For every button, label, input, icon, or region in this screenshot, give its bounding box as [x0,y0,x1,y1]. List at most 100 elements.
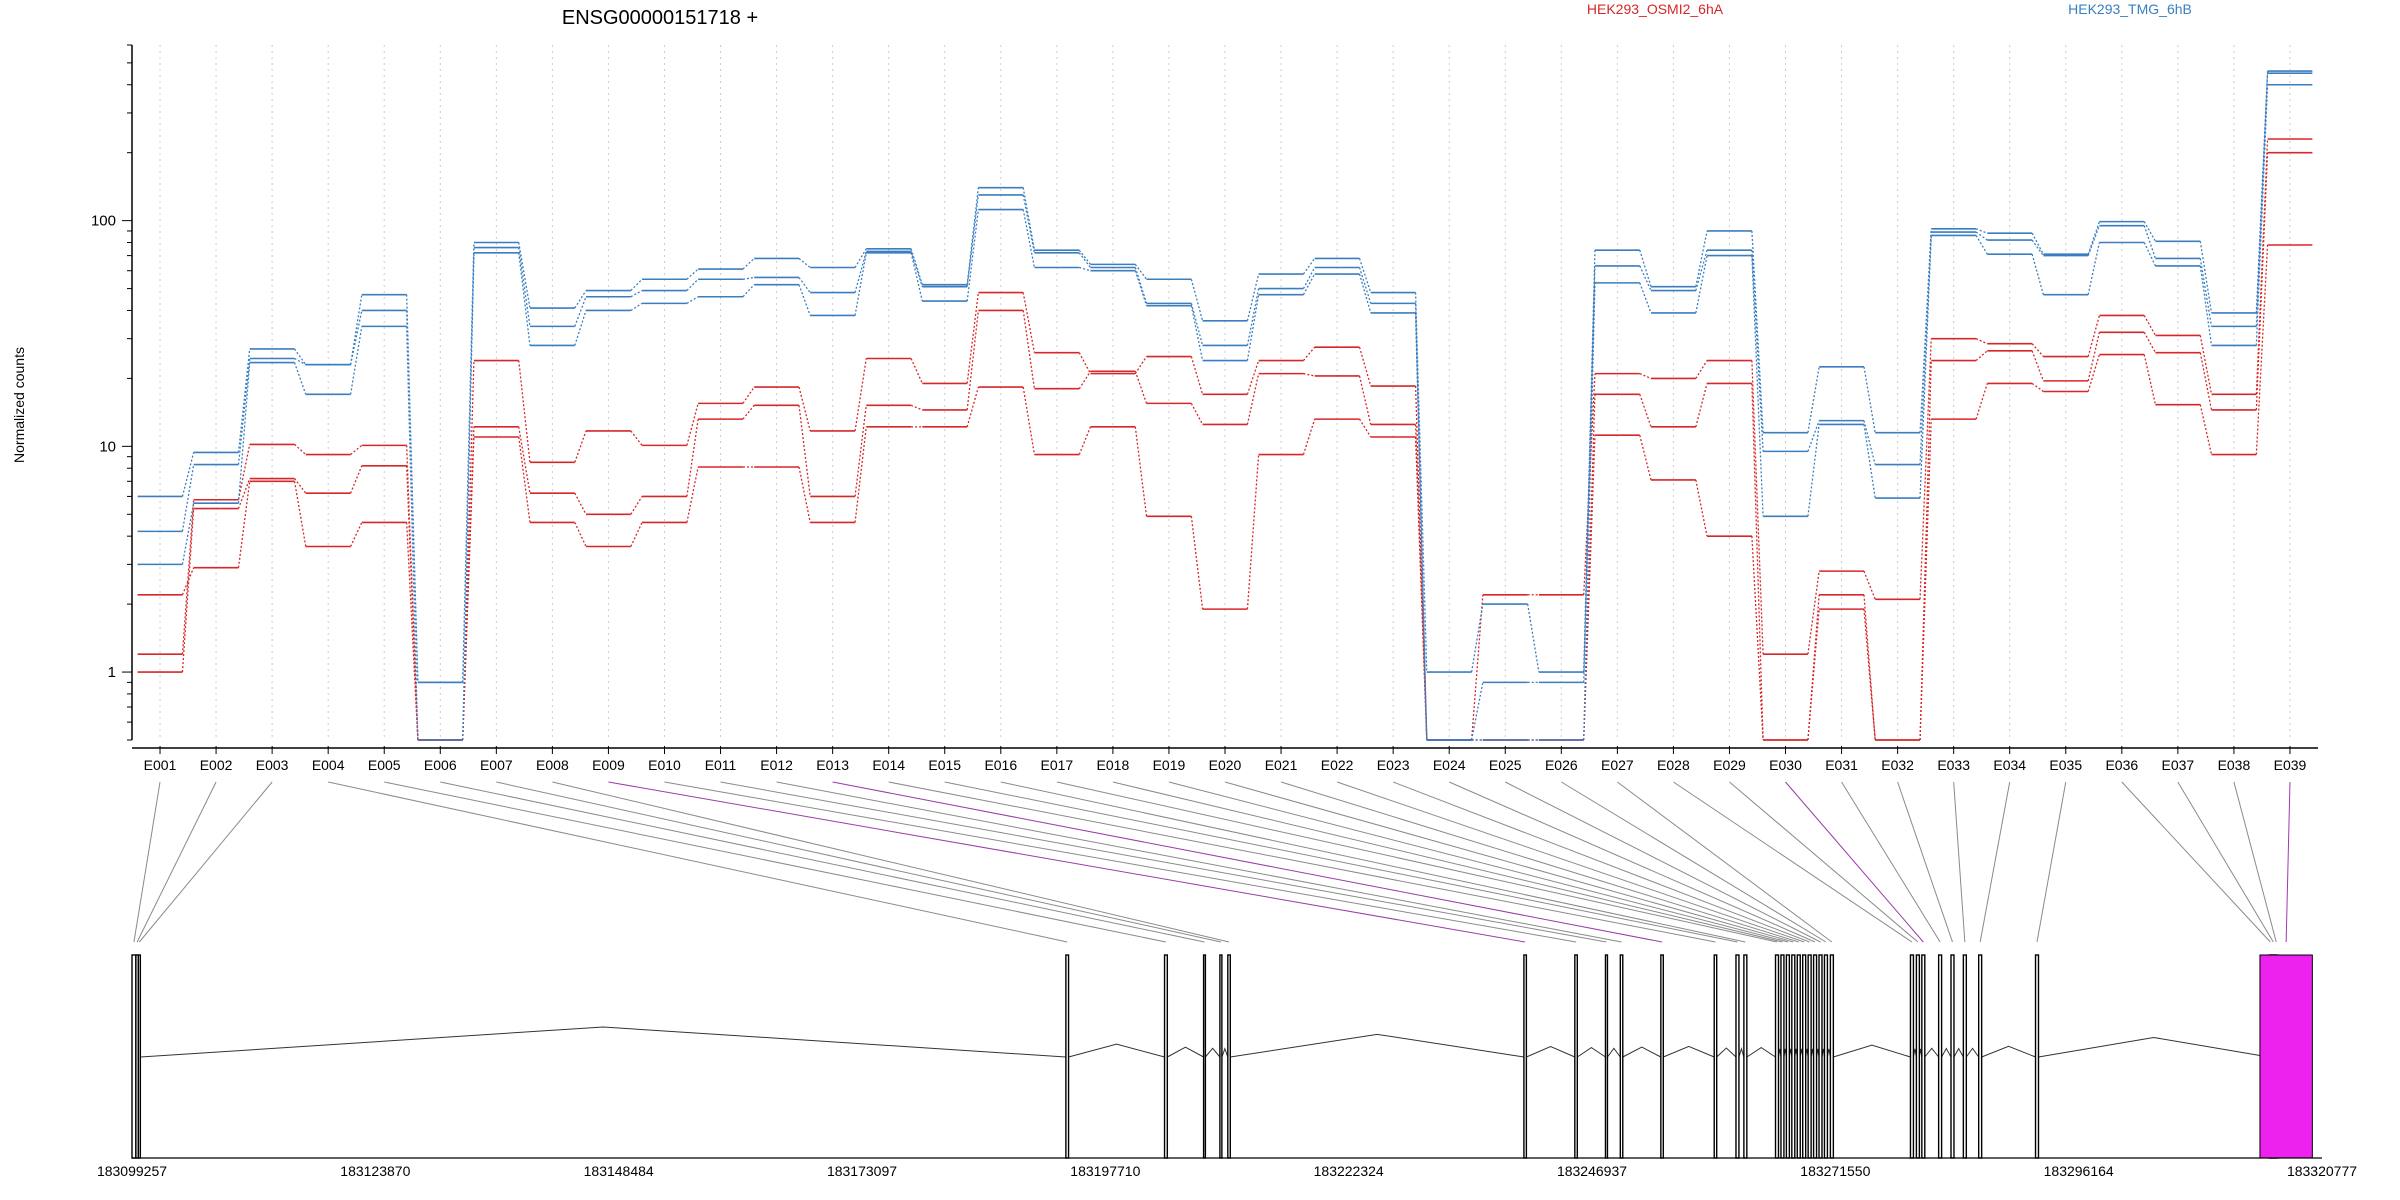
series-1-connector-e002 [237,478,251,509]
series-5-connector-e031 [1863,424,1876,499]
exon-label-e011: E011 [705,757,737,773]
series-5-connector-e013 [854,252,867,316]
series-3-connector-e020 [1246,273,1260,321]
intron-13 [1663,1045,1715,1058]
intron-9 [1526,1046,1576,1058]
link-line-e031 [1841,781,1941,943]
exon-tick-labels: E001 E002 E003 E004 E005 E006 E007 E008 E009 E010… [144,757,2307,773]
series-2-connector-e002 [237,481,251,568]
genome-tick-label-1: 183123870 [340,1163,410,1179]
exon-block-e005 [1163,954,1169,1159]
intron-5 [1167,1046,1204,1058]
exon-label-e003: E003 [256,757,289,773]
series-1-connector-e010 [686,419,699,497]
exon-block-e035 [2034,954,2040,1159]
series-5-connector-e016 [1022,209,1036,268]
exon-block-e009 [1523,954,1528,1159]
series-5-connector-e019 [1190,305,1204,361]
exon-block-e003 [137,954,142,1159]
series-3-connector-e007 [518,242,531,309]
series-2-connector-e015 [966,386,979,428]
series-1-connector-e036 [2143,332,2157,353]
exon-block-e026 [1823,954,1829,1159]
series-1-connector-e020 [1246,373,1260,425]
series-4-connector-e032 [1919,232,1932,465]
series-1-connector-e008 [574,492,587,515]
series-2-connector-e016 [1022,387,1036,455]
series-0-connector-e033 [1975,338,1988,345]
exon-block-e033 [1962,954,1968,1159]
series-1-connector-e019 [1190,403,1204,425]
series-3-connector-e001 [181,452,195,497]
series-2-connector-e017 [1078,426,1092,455]
exon-block-e013 [1660,954,1665,1159]
series-1-connector-e018 [1134,371,1148,404]
series-5-connector-e005 [406,326,419,741]
link-line-e001 [133,781,161,943]
exon-label-e020: E020 [1209,757,1242,773]
series-0-connector-e015 [966,292,980,384]
link-line-e013 [832,781,1663,943]
series-1-connector-e031 [1863,594,1876,741]
link-line-e038 [2233,781,2277,943]
series-lines [137,70,2313,741]
exon-block-e034 [1977,954,1983,1159]
intron-27 [1833,1044,1911,1058]
series-4-connector-e010 [686,278,699,292]
series-4-connector-e028 [1695,249,1708,291]
link-line-e027 [1617,781,1833,943]
exon-block-e010 [1574,954,1578,1159]
gene-model [131,954,2322,1159]
exon-label-e004: E004 [312,757,345,773]
series-0-connector-e026 [1583,373,1596,595]
series-5-connector-e017 [1079,266,1091,272]
series-0-connector-e029 [1751,360,1764,655]
exon-block-e011 [1604,954,1609,1159]
legend-label-series-a: HEK293_OSMI2_6hA [1587,1,1724,17]
exon-block-e039 [2259,954,2313,1159]
series-0-connector-e001 [181,499,195,655]
series-0-connector-e013 [854,358,867,432]
series-1-connector-e014 [910,404,923,411]
intron-14 [1716,1047,1737,1058]
series-5-connector-e010 [686,296,699,304]
series-0-connector-e006 [462,360,475,741]
series-3-connector-e037 [2199,241,2213,314]
series-0-connector-e021 [1302,346,1316,361]
series-2-connector-e001 [181,567,195,596]
series-5-connector-e003 [293,362,307,395]
link-line-e022 [1336,781,1805,943]
link-line-e035 [2036,781,2067,943]
series-2-connector-e010 [686,466,699,523]
exon-label-e010: E010 [648,757,681,773]
series-0-connector-e018 [1134,356,1148,374]
series-1-connector-e029 [1751,383,1764,741]
series-2-connector-e005 [406,522,419,741]
series-3-connector-e035 [2087,221,2101,255]
series-0-connector-e035 [2087,315,2101,357]
series-1-connector-e022 [1358,375,1372,425]
genome-tick-label-7: 183271550 [1800,1163,1870,1179]
intron-34 [1981,1045,2036,1058]
series-2-connector-e027 [1639,435,1652,481]
exon-label-e031: E031 [1825,757,1858,773]
series-3-connector-e008 [574,290,587,309]
link-line-e010 [664,781,1577,943]
exon-label-e008: E008 [536,757,569,773]
series-2-connector-e037 [2199,404,2213,455]
series-1-connector-e033 [1975,350,1988,362]
intron-10 [1577,1046,1606,1058]
series-1-connector-e001 [181,508,195,673]
intron-6 [1204,1047,1221,1058]
series-3-connector-e004 [349,294,363,365]
series-5-connector-e014 [910,252,923,302]
intron-7 [1221,1047,1229,1058]
series-1-connector-e007 [518,426,531,494]
series-4-connector-e011 [742,276,755,280]
y-tick-label-1: 1 [108,664,116,681]
series-2-connector-e006 [462,436,475,741]
link-line-e006 [440,781,1205,943]
series-3-connector-e011 [742,257,755,270]
intron-35 [2038,1036,2269,1058]
